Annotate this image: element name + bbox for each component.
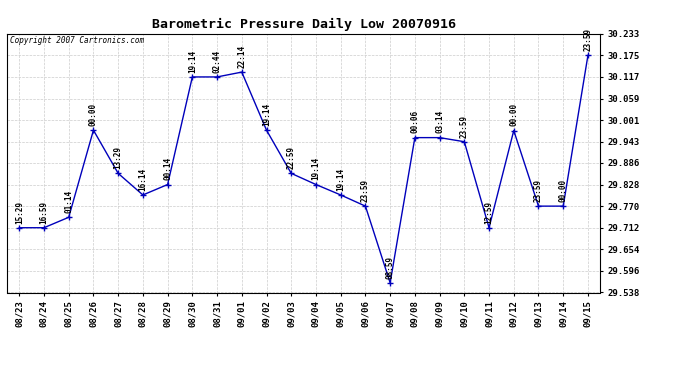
Text: 00:00: 00:00 [89,103,98,126]
Text: 19:14: 19:14 [262,103,271,126]
Text: 00:00: 00:00 [559,179,568,202]
Text: 22:14: 22:14 [237,45,246,68]
Text: 13:29: 13:29 [114,146,123,169]
Text: 01:14: 01:14 [64,190,73,213]
Title: Barometric Pressure Daily Low 20070916: Barometric Pressure Daily Low 20070916 [152,18,455,31]
Text: 15:29: 15:29 [14,200,23,223]
Text: 16:59: 16:59 [39,200,48,223]
Text: Copyright 2007 Cartronics.com: Copyright 2007 Cartronics.com [10,36,144,45]
Text: 19:14: 19:14 [336,168,345,191]
Text: 08:59: 08:59 [386,255,395,279]
Text: 19:14: 19:14 [188,50,197,73]
Text: 23:59: 23:59 [534,179,543,202]
Text: 00:06: 00:06 [411,110,420,134]
Text: 02:44: 02:44 [213,50,221,73]
Text: 23:59: 23:59 [361,179,370,202]
Text: 23:59: 23:59 [460,114,469,138]
Text: 03:14: 03:14 [435,110,444,134]
Text: 16:14: 16:14 [139,168,148,191]
Text: 23:59: 23:59 [584,28,593,51]
Text: 00:14: 00:14 [163,157,172,180]
Text: 22:59: 22:59 [287,146,296,169]
Text: 00:00: 00:00 [509,103,518,126]
Text: 19:14: 19:14 [311,157,320,180]
Text: 12:59: 12:59 [484,200,493,223]
